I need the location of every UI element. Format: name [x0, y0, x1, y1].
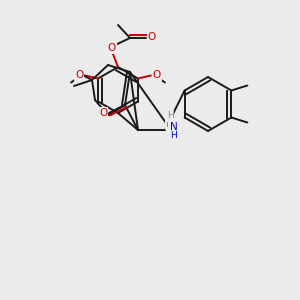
Text: O: O — [99, 108, 107, 118]
Text: N: N — [166, 119, 174, 129]
Text: O: O — [75, 70, 83, 80]
Text: H: H — [167, 112, 173, 121]
Text: O: O — [153, 70, 161, 80]
Text: O: O — [148, 32, 156, 42]
Text: H: H — [170, 131, 177, 140]
Text: O: O — [108, 43, 116, 53]
Text: N: N — [170, 122, 178, 131]
